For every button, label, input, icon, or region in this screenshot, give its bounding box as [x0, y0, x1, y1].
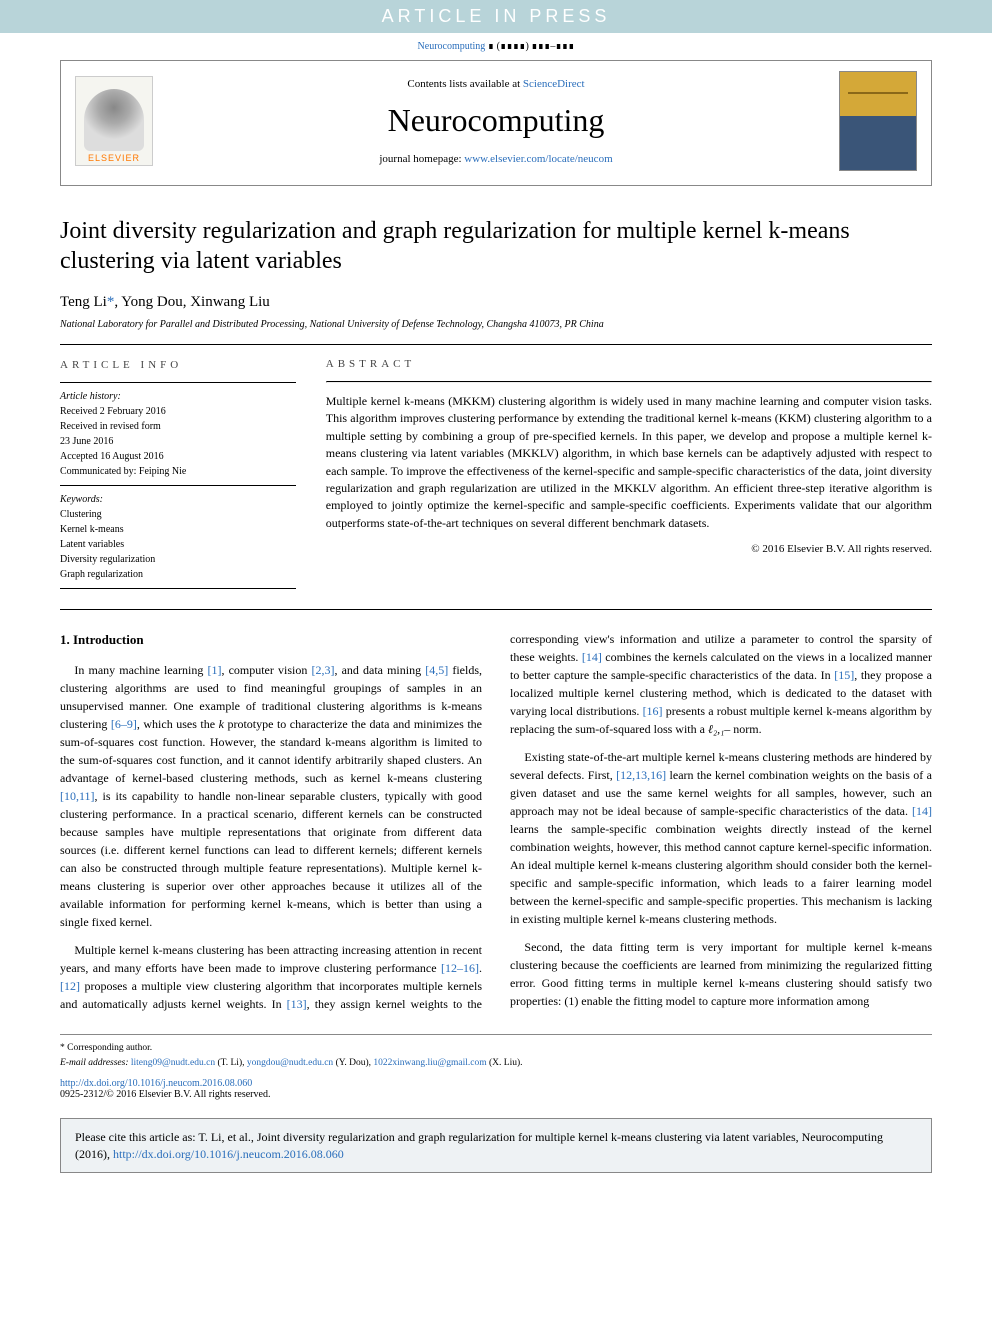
doi-link[interactable]: http://dx.doi.org/10.1016/j.neucom.2016.…	[60, 1078, 252, 1089]
ref-12-13-16[interactable]: [12,13,16]	[616, 768, 666, 782]
sciencedirect-link[interactable]: ScienceDirect	[523, 78, 585, 90]
journal-ref-link[interactable]: Neurocomputing	[418, 41, 486, 52]
ref-16[interactable]: [16]	[643, 704, 663, 718]
elsevier-logo: ELSEVIER	[75, 76, 153, 166]
contents-prefix: Contents lists available at	[407, 78, 522, 90]
citation-box: Please cite this article as: T. Li, et a…	[60, 1118, 932, 1174]
authors-rest: , Yong Dou, Xinwang Liu	[114, 294, 269, 310]
ref-12-16[interactable]: [12–16]	[441, 961, 479, 975]
history-line-4: Accepted 16 August 2016	[60, 449, 296, 464]
footnotes: * Corresponding author. E-mail addresses…	[60, 1034, 932, 1070]
journal-ref-issue: ∎ (∎∎∎∎) ∎∎∎–∎∎∎	[485, 41, 574, 52]
homepage-line: journal homepage: www.elsevier.com/locat…	[167, 153, 825, 165]
journal-title: Neurocomputing	[167, 102, 825, 139]
p1b: , computer vision	[221, 663, 311, 677]
history-line-5: Communicated by: Feiping Nie	[60, 464, 296, 479]
header-center: Contents lists available at ScienceDirec…	[167, 78, 825, 165]
p1g: , is its capability to handle non-linear…	[60, 789, 482, 929]
article-in-press-banner: ARTICLE IN PRESS	[0, 0, 992, 33]
info-divider-1	[60, 382, 296, 383]
abstract-copyright: © 2016 Elsevier B.V. All rights reserved…	[326, 542, 932, 558]
history-line-2: Received in revised form	[60, 419, 296, 434]
info-divider-2	[60, 485, 296, 486]
journal-reference-line: Neurocomputing ∎ (∎∎∎∎) ∎∎∎–∎∎∎	[0, 33, 992, 56]
keyword-2: Kernel k-means	[60, 522, 296, 537]
ref-14[interactable]: [14]	[582, 650, 602, 664]
ref-15[interactable]: [15]	[834, 668, 854, 682]
keywords-label: Keywords:	[60, 492, 296, 507]
email-2[interactable]: yongdou@nudt.edu.cn	[247, 1058, 333, 1068]
abstract-column: ABSTRACT Multiple kernel k-means (MKKM) …	[326, 357, 932, 595]
info-divider-3	[60, 588, 296, 589]
abstract-text: Multiple kernel k-means (MKKM) clusterin…	[326, 393, 932, 532]
email-1[interactable]: liteng09@nudt.edu.cn	[131, 1058, 215, 1068]
p1e: , which uses the	[137, 717, 219, 731]
corresponding-note: * Corresponding author.	[60, 1041, 932, 1055]
history-line-1: Received 2 February 2016	[60, 404, 296, 419]
email-1-name: (T. Li),	[215, 1058, 247, 1068]
paragraph-4: Second, the data fitting term is very im…	[510, 938, 932, 1010]
abstract-heading: ABSTRACT	[326, 357, 932, 373]
p1c: , and data mining	[334, 663, 425, 677]
affiliation: National Laboratory for Parallel and Dis…	[60, 319, 932, 330]
divider-top	[60, 344, 932, 345]
keyword-3: Latent variables	[60, 537, 296, 552]
article-body: Joint diversity regularization and graph…	[0, 186, 992, 1100]
email-line: E-mail addresses: liteng09@nudt.edu.cn (…	[60, 1056, 932, 1070]
keyword-5: Graph regularization	[60, 567, 296, 582]
ref-1[interactable]: [1]	[207, 663, 221, 677]
history-label: Article history:	[60, 389, 296, 404]
p1a: In many machine learning	[74, 663, 207, 677]
divider-below-abstract	[60, 609, 932, 610]
ref-12[interactable]: [12]	[60, 979, 80, 993]
p2h: – norm.	[724, 722, 761, 736]
l21-norm: ℓ₂,₁	[708, 722, 724, 736]
ref-2-3[interactable]: [2,3]	[311, 663, 334, 677]
journal-cover-thumbnail	[839, 71, 917, 171]
email-3[interactable]: 1022xinwang.liu@gmail.com	[373, 1058, 486, 1068]
ref-6-9[interactable]: [6–9]	[111, 717, 137, 731]
issn-line: 0925-2312/© 2016 Elsevier B.V. All right…	[60, 1089, 932, 1100]
p3c: learns the sample-specific combination w…	[510, 822, 932, 926]
p2b: .	[479, 961, 482, 975]
two-column-body: 1. Introduction In many machine learning…	[60, 630, 932, 1017]
doi-line: http://dx.doi.org/10.1016/j.neucom.2016.…	[60, 1078, 932, 1089]
article-info-heading: ARTICLE INFO	[60, 357, 296, 374]
contents-line: Contents lists available at ScienceDirec…	[167, 78, 825, 90]
ref-10-11[interactable]: [10,11]	[60, 789, 95, 803]
keyword-4: Diversity regularization	[60, 552, 296, 567]
journal-header-box: ELSEVIER Contents lists available at Sci…	[60, 60, 932, 186]
elsevier-tree-icon	[84, 89, 144, 151]
ref-13[interactable]: [13]	[287, 997, 307, 1011]
ref-14b[interactable]: [14]	[912, 804, 932, 818]
homepage-link[interactable]: www.elsevier.com/locate/neucom	[464, 153, 612, 165]
article-title: Joint diversity regularization and graph…	[60, 216, 932, 276]
abstract-divider	[326, 381, 932, 383]
keyword-1: Clustering	[60, 507, 296, 522]
info-abstract-row: ARTICLE INFO Article history: Received 2…	[60, 357, 932, 595]
citation-doi-link[interactable]: http://dx.doi.org/10.1016/j.neucom.2016.…	[113, 1147, 344, 1161]
email-2-name: (Y. Dou),	[333, 1058, 373, 1068]
author-1: Teng Li	[60, 294, 107, 310]
elsevier-label: ELSEVIER	[88, 151, 140, 165]
homepage-label: journal homepage:	[379, 153, 464, 165]
history-line-3: 23 June 2016	[60, 434, 296, 449]
paragraph-3: Existing state-of-the-art multiple kerne…	[510, 748, 932, 928]
email-3-name: (X. Liu).	[487, 1058, 523, 1068]
p2a: Multiple kernel k-means clustering has b…	[60, 943, 482, 975]
article-info-column: ARTICLE INFO Article history: Received 2…	[60, 357, 296, 595]
email-label: E-mail addresses:	[60, 1058, 131, 1068]
paragraph-1: In many machine learning [1], computer v…	[60, 661, 482, 931]
author-list: Teng Li*, Yong Dou, Xinwang Liu	[60, 294, 932, 311]
section-1-heading: 1. Introduction	[60, 630, 482, 650]
ref-4-5[interactable]: [4,5]	[425, 663, 448, 677]
